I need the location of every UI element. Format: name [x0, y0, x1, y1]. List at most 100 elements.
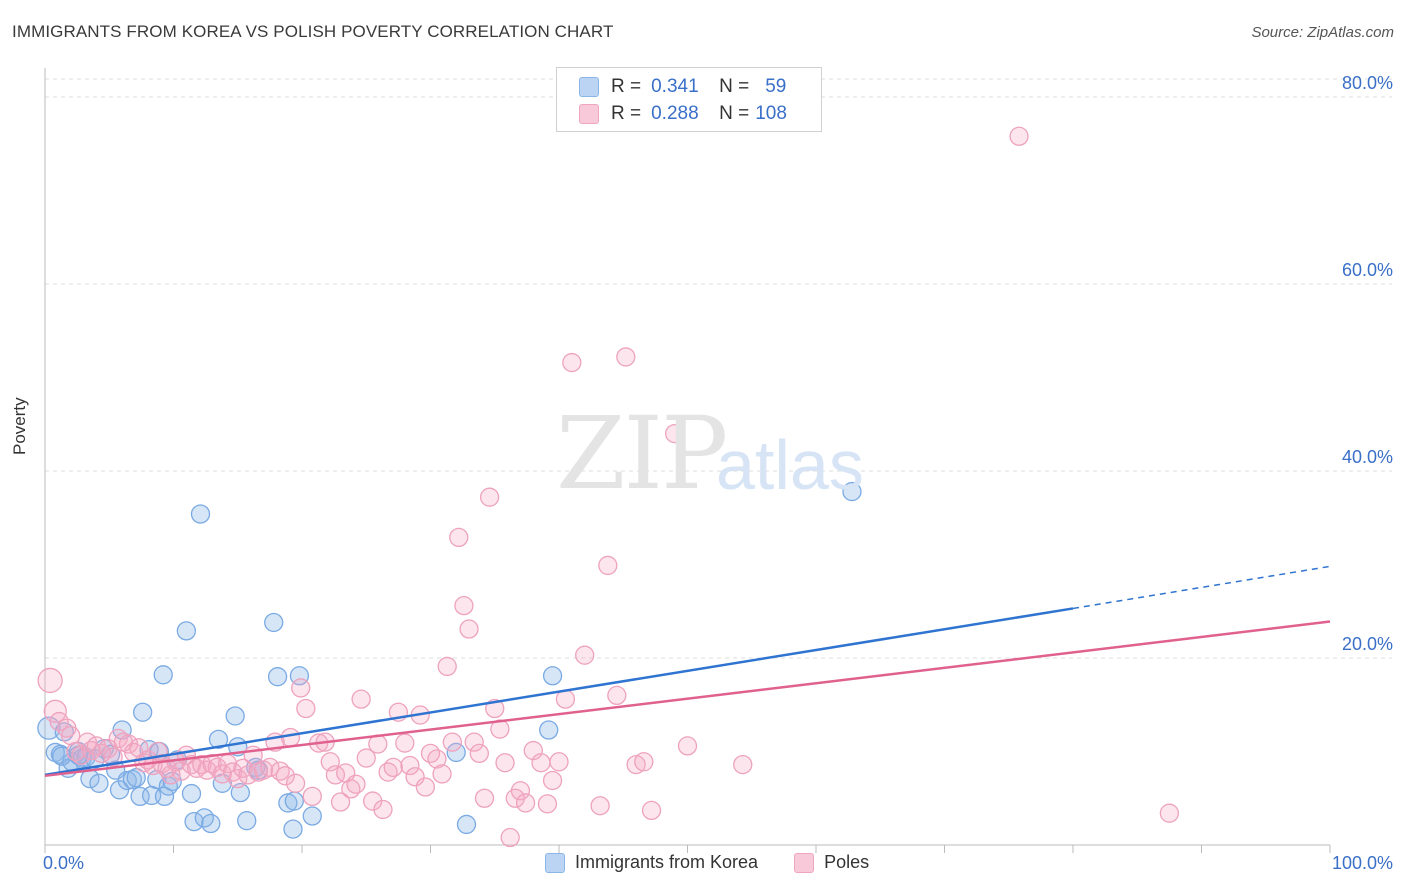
korea-legend-swatch: [545, 852, 565, 873]
korea-point: [456, 814, 477, 835]
korea-point: [184, 811, 204, 832]
poles-point: [351, 689, 371, 709]
poles-point: [542, 770, 563, 791]
poles-point: [665, 423, 685, 444]
poles-point: [495, 753, 515, 773]
poles-point: [302, 786, 322, 807]
korea-point: [302, 806, 322, 826]
korea-swatch: [579, 77, 599, 97]
korea-trend-extension: [1072, 565, 1331, 610]
legend-item-korea[interactable]: Immigrants from Korea: [545, 852, 758, 873]
series-legend: Immigrants from Korea Poles: [545, 852, 905, 873]
korea-point: [284, 791, 304, 811]
poles-point: [598, 555, 618, 576]
poles-point: [43, 699, 67, 723]
poles-point: [222, 762, 243, 782]
poles-point: [641, 800, 662, 821]
r-label: R =: [611, 76, 642, 97]
korea-r-value: 0.341: [651, 76, 699, 97]
poles-point: [537, 794, 558, 814]
poles-point: [207, 757, 227, 778]
korea-point: [181, 783, 202, 804]
poles-point: [474, 788, 495, 808]
poles-point: [510, 781, 531, 801]
poles-point: [383, 757, 403, 778]
poles-point: [449, 527, 469, 548]
korea-point: [89, 773, 109, 793]
y-tick-label: 40.0%: [1342, 447, 1393, 467]
poles-point: [37, 667, 63, 694]
x-tick-label-max: 100.0%: [1332, 853, 1393, 873]
korea-legend-label: Immigrants from Korea: [575, 852, 759, 872]
poles-trend-line: [44, 620, 1331, 778]
poles-point: [285, 773, 306, 793]
poles-point: [432, 764, 452, 784]
korea-point: [153, 665, 173, 685]
poles-r-value: 0.288: [651, 103, 699, 124]
poles-point: [192, 754, 212, 775]
poles-point: [233, 758, 253, 778]
poles-point: [49, 711, 69, 732]
legend-item-poles[interactable]: Poles: [794, 852, 869, 873]
korea-point: [133, 702, 153, 722]
source-label: Source: ZipAtlas.com: [1251, 24, 1394, 41]
chart-title: IMMIGRANTS FROM KOREA VS POLISH POVERTY …: [12, 22, 614, 41]
y-axis-label: Poverty: [10, 397, 29, 455]
poles-point: [103, 747, 123, 767]
poles-point: [500, 827, 520, 848]
n-label: N =: [719, 103, 750, 124]
poles-point: [575, 645, 595, 665]
poles-point: [291, 678, 311, 698]
poles-point: [634, 752, 654, 772]
poles-point: [275, 766, 295, 786]
korea-point: [154, 786, 175, 807]
poles-point: [479, 487, 500, 507]
korea-point: [539, 720, 559, 740]
poles-legend-swatch: [794, 852, 815, 873]
poles-point: [437, 656, 457, 677]
correlation-legend: R = 0.341 N = 59 R = 0.288 N = 108: [556, 67, 822, 132]
poles-point: [373, 799, 393, 820]
korea-point: [842, 481, 862, 502]
poles-point: [1159, 803, 1180, 823]
korea-point: [208, 729, 229, 749]
y-tick-label: 60.0%: [1342, 260, 1393, 280]
korea-point: [201, 813, 221, 834]
poles-point: [590, 796, 610, 816]
poles-point: [346, 774, 366, 794]
korea-point: [190, 504, 211, 524]
korea-trend-line: [44, 607, 1074, 777]
watermark-zip: ZIP: [556, 395, 728, 512]
korea-point: [176, 621, 197, 641]
poles-legend-label: Poles: [824, 852, 870, 872]
korea-n-value: 59: [765, 76, 787, 97]
korea-point: [237, 811, 257, 831]
korea-point: [446, 742, 466, 763]
poles-point: [427, 749, 447, 769]
x-tick-label-min: 0.0%: [43, 853, 84, 873]
trend-lines: [44, 565, 1331, 778]
poles-point: [415, 777, 436, 797]
korea-point: [230, 782, 250, 803]
poles-point: [616, 347, 636, 367]
poles-point: [677, 736, 698, 756]
poles-point: [356, 748, 376, 768]
poles-point: [228, 768, 248, 789]
series-poles-points: [37, 126, 1180, 848]
poles-point: [61, 725, 81, 746]
poles-point: [607, 685, 627, 706]
legend-row-poles: R = 0.288 N = 108: [579, 102, 787, 126]
poles-point: [296, 698, 316, 719]
poles-swatch: [579, 104, 599, 124]
poles-point: [523, 740, 543, 761]
poles-point: [733, 754, 753, 775]
poles-point: [395, 733, 415, 753]
y-tick-label: 80.0%: [1342, 73, 1393, 93]
poles-point: [405, 767, 425, 787]
r-label: R =: [611, 103, 642, 124]
korea-point: [267, 667, 288, 687]
poles-point: [400, 755, 420, 776]
n-label: N =: [719, 76, 750, 97]
poles-point: [562, 352, 582, 373]
